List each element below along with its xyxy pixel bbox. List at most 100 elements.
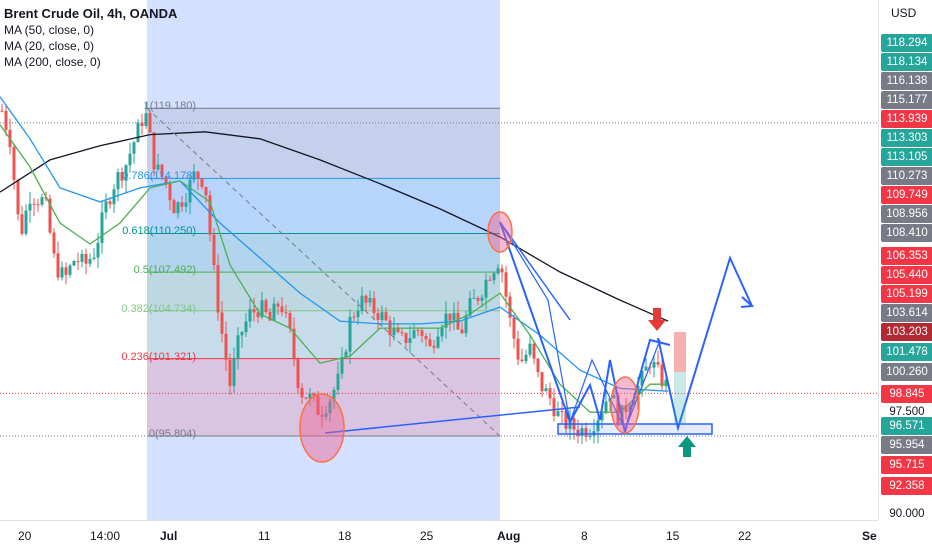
up-arrow-icon[interactable]: [678, 436, 696, 457]
candle-body: [156, 164, 160, 170]
indicator-ma50[interactable]: MA (50, close, 0): [4, 23, 95, 37]
candle-body: [576, 429, 580, 437]
time-axis[interactable]: 20 14:00 Jul 11 18 25 Aug 8 15 22 Se: [0, 520, 878, 551]
candle-body: [600, 413, 604, 421]
candle-body: [488, 279, 492, 281]
fib-zone: [147, 272, 500, 311]
price-axis-label: 92.358: [881, 477, 932, 495]
price-axis-label: 118.294: [881, 34, 932, 52]
candle-body: [364, 295, 368, 303]
candle-body: [424, 336, 428, 340]
candle-body: [304, 397, 308, 399]
candle-body: [172, 200, 176, 214]
fib-zone: [147, 178, 500, 234]
candle-body: [4, 110, 8, 130]
wedge-pattern-line[interactable]: [499, 221, 671, 433]
candle-body: [652, 362, 656, 368]
candle-body: [448, 313, 452, 321]
candle-body: [40, 197, 44, 205]
candle-body: [196, 171, 200, 179]
ma50-line[interactable]: [0, 96, 669, 392]
candle-body: [400, 332, 404, 334]
currency-label[interactable]: USD: [891, 6, 917, 20]
candle-body: [396, 328, 400, 333]
position-target-zone[interactable]: [674, 372, 686, 424]
candle-body: [276, 303, 280, 307]
price-axis-label: 97.500: [889, 406, 925, 418]
candle-body: [180, 202, 184, 207]
price-axis-label: 113.939: [881, 110, 932, 128]
candle-body: [380, 312, 384, 321]
candle-body: [288, 313, 292, 329]
price-axis-label: 105.199: [881, 285, 932, 303]
candle-body: [320, 414, 324, 417]
candle-body: [584, 428, 588, 437]
candle-body: [200, 178, 204, 187]
price-axis-label: 90.000: [889, 508, 925, 520]
projection-path[interactable]: [657, 255, 753, 432]
price-axis-label: 101.478: [881, 343, 932, 361]
candle-body: [524, 354, 528, 362]
candle-body: [148, 113, 152, 133]
candle-body: [608, 398, 612, 402]
candle-body: [296, 359, 300, 389]
ma200-line[interactable]: [0, 131, 669, 322]
ma20-line[interactable]: [0, 124, 668, 413]
candle-body: [152, 132, 156, 170]
date-range-highlight[interactable]: [147, 0, 500, 520]
candle-body: [160, 164, 164, 177]
candle-body: [460, 329, 464, 334]
price-axis-label: 108.410: [881, 224, 932, 242]
fib-zone: [147, 233, 500, 273]
swing-low-ellipse[interactable]: [299, 393, 345, 463]
candle-body: [64, 267, 68, 275]
support-trend-line[interactable]: [324, 406, 581, 434]
candle-body: [596, 420, 600, 432]
candle-body: [496, 268, 500, 274]
candle-body: [640, 370, 644, 386]
swing-high-ellipse[interactable]: [487, 211, 513, 253]
candle-body: [492, 273, 496, 281]
candle-body: [660, 364, 664, 387]
candle-body: [120, 172, 124, 181]
price-axis-label: 95.715: [881, 456, 932, 474]
candle-body: [500, 268, 504, 273]
candle-body: [612, 395, 616, 399]
candle-body: [192, 171, 196, 180]
indicator-ma200[interactable]: MA (200, close, 0): [4, 55, 101, 69]
price-axis-label: 95.954: [881, 436, 932, 454]
candle-body: [184, 202, 188, 207]
candle-body: [436, 336, 440, 348]
candle-body: [256, 312, 260, 318]
wedge-pattern-line[interactable]: [499, 221, 661, 432]
time-axis-label: 25: [420, 529, 434, 543]
candle-body: [624, 405, 628, 412]
indicator-ma20[interactable]: MA (20, close, 0): [4, 39, 95, 53]
candle-body: [168, 183, 172, 201]
time-axis-label: 15: [666, 529, 680, 543]
candle-body: [264, 300, 268, 313]
down-arrow-icon[interactable]: [648, 308, 666, 331]
candle-body: [604, 401, 608, 414]
candle-body: [92, 257, 96, 259]
candle-body: [32, 203, 36, 205]
chart-canvas[interactable]: [0, 0, 878, 520]
position-risk-zone[interactable]: [674, 332, 686, 372]
fib-level-label: 0.5(107.492): [133, 264, 196, 277]
candle-body: [520, 359, 524, 362]
price-axis[interactable]: USD 118.294 118.134 116.138 115.177 113.939 1…: [878, 0, 932, 520]
swing-low-ellipse[interactable]: [610, 376, 640, 434]
candle-body: [328, 401, 332, 414]
symbol-title[interactable]: Brent Crude Oil, 4h, OANDA: [4, 6, 178, 21]
candle-body: [136, 122, 140, 143]
chart-legend: Brent Crude Oil, 4h, OANDA MA (50, close…: [4, 6, 177, 70]
candle-body: [128, 153, 132, 166]
candle-body: [472, 297, 476, 299]
candle-body: [392, 328, 396, 336]
candle-body: [332, 389, 336, 402]
candle-body: [60, 267, 64, 278]
candle-body: [632, 400, 636, 406]
candle-body: [628, 405, 632, 412]
candle-body: [20, 214, 24, 234]
candle-body: [164, 176, 168, 184]
